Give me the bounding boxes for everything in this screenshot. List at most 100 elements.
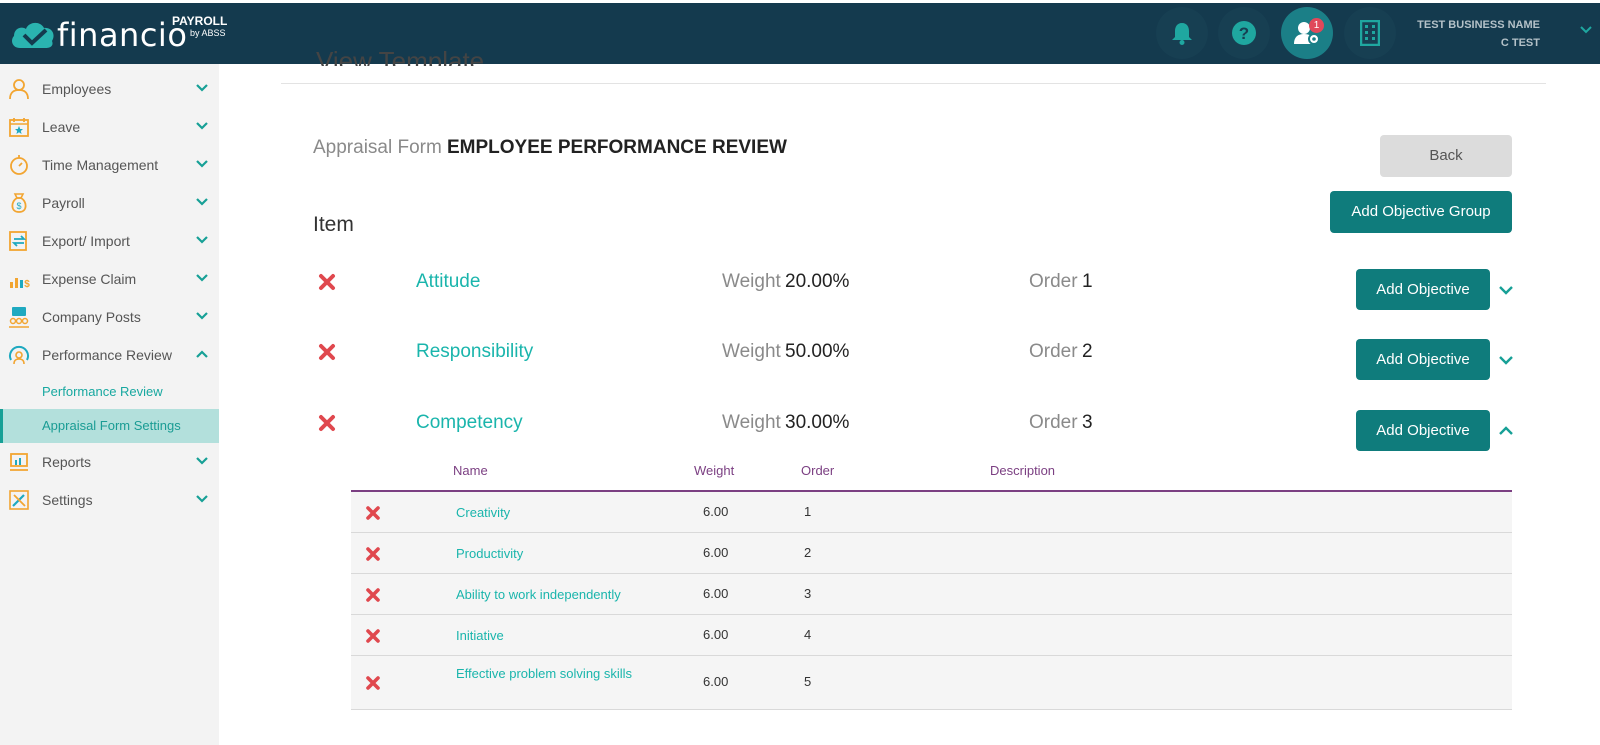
cloud-logo-icon	[12, 22, 54, 48]
weight-label: Weight	[722, 412, 781, 433]
chevron-up-icon	[196, 350, 208, 358]
table-header-divider	[351, 490, 1512, 492]
add-objective-button[interactable]: Add Objective	[1356, 410, 1490, 451]
objective-order: 2	[804, 545, 812, 560]
settings-tools-icon	[9, 490, 29, 510]
form-name: EMPLOYEE PERFORMANCE REVIEW	[447, 137, 787, 158]
objective-order: 4	[804, 627, 812, 642]
company-button[interactable]	[1344, 7, 1396, 59]
table-row: Initiative 6.00 4	[351, 615, 1512, 656]
sidebar-item-leave[interactable]: Leave	[0, 108, 219, 146]
sidebar-item-label: Leave	[42, 119, 81, 135]
chevron-down-icon	[196, 457, 208, 465]
add-objective-button[interactable]: Add Objective	[1356, 269, 1490, 310]
business-info[interactable]: TEST BUSINESS NAME C TEST	[1417, 16, 1540, 52]
objective-group-name[interactable]: Attitude	[416, 271, 481, 292]
sidebar-item-settings[interactable]: Settings	[0, 481, 219, 519]
user-icon	[9, 79, 29, 100]
group-order-value: 2	[1082, 341, 1093, 362]
order-label: Order	[1029, 341, 1078, 362]
sidebar-subitem-appraisal-form-settings[interactable]: Appraisal Form Settings	[0, 409, 219, 443]
group-order-value: 1	[1082, 271, 1093, 292]
objective-group-name[interactable]: Competency	[416, 412, 523, 433]
add-objective-button[interactable]: Add Objective	[1356, 339, 1490, 380]
objective-order: 5	[804, 674, 812, 689]
sidebar-subitem-performance-review[interactable]: Performance Review	[0, 375, 219, 409]
chevron-down-icon	[196, 122, 208, 130]
export-import-icon	[9, 231, 27, 251]
logo-payroll: PAYROLL	[172, 14, 228, 28]
expense-chart-icon: $	[10, 278, 30, 290]
objective-name[interactable]: Creativity	[456, 505, 511, 520]
add-objective-group-button[interactable]: Add Objective Group	[1330, 191, 1512, 233]
sidebar-item-company-posts[interactable]: Company Posts	[0, 298, 219, 336]
column-header-name: Name	[453, 463, 488, 478]
group-weight-value: 50.00%	[785, 341, 850, 362]
user-gear-icon	[1294, 22, 1320, 45]
objective-name[interactable]: Effective problem solving skills	[456, 666, 633, 681]
objective-group-name[interactable]: Responsibility	[416, 341, 534, 362]
table-row: Creativity 6.00 1	[351, 492, 1512, 533]
help-button[interactable]: ?	[1218, 7, 1270, 59]
column-header-description: Description	[990, 463, 1056, 478]
page-title: View Template	[316, 46, 485, 66]
chevron-down-icon[interactable]	[1499, 355, 1513, 365]
svg-text:$: $	[24, 279, 30, 290]
sidebar-item-export-import[interactable]: Export/ Import	[0, 222, 219, 260]
objective-name[interactable]: Ability to work independently	[456, 587, 621, 602]
chevron-up-icon[interactable]	[1499, 426, 1513, 436]
question-icon: ?	[1232, 21, 1256, 45]
sidebar-item-payroll[interactable]: $ Payroll	[0, 184, 219, 222]
sidebar-item-label: Performance Review	[42, 347, 172, 363]
chevron-down-icon	[196, 160, 208, 168]
delete-icon[interactable]	[318, 414, 336, 432]
sidebar-subitem-label: Performance Review	[42, 384, 163, 399]
svg-text:?: ?	[1239, 24, 1249, 43]
weight-label: Weight	[722, 271, 781, 292]
top-header: financio PAYROLL by ABSS ? 1 T	[0, 0, 1600, 64]
notifications-button[interactable]	[1156, 7, 1208, 59]
chevron-down-icon	[196, 312, 208, 320]
chevron-down-icon	[196, 274, 208, 282]
delete-icon[interactable]	[318, 343, 336, 361]
notification-badge: 1	[1309, 18, 1324, 33]
objective-order: 3	[804, 586, 812, 601]
logo-by: by ABSS	[190, 28, 226, 38]
objective-name[interactable]: Initiative	[456, 628, 504, 643]
back-button[interactable]: Back	[1380, 135, 1512, 177]
objective-weight: 6.00	[703, 674, 729, 689]
sidebar-item-performance-review[interactable]: Performance Review	[0, 336, 219, 374]
money-bag-icon: $	[11, 193, 27, 213]
objective-weight: 6.00	[703, 545, 729, 560]
delete-icon[interactable]	[365, 546, 381, 562]
sidebar-item-time-management[interactable]: Time Management	[0, 146, 219, 184]
delete-icon[interactable]	[365, 628, 381, 644]
reports-icon	[10, 453, 28, 471]
objective-weight: 6.00	[703, 504, 729, 519]
user-settings-button[interactable]: 1	[1281, 7, 1333, 59]
weight-label: Weight	[722, 341, 781, 362]
objective-name[interactable]: Productivity	[456, 546, 524, 561]
delete-icon[interactable]	[318, 273, 336, 291]
delete-icon[interactable]	[365, 587, 381, 603]
objective-weight: 6.00	[703, 627, 729, 642]
table-row: Productivity 6.00 2	[351, 533, 1512, 574]
delete-icon[interactable]	[365, 505, 381, 521]
company-posts-icon	[9, 307, 29, 328]
sidebar-item-label: Time Management	[42, 157, 159, 173]
sidebar-item-label: Expense Claim	[42, 271, 137, 287]
chevron-down-icon[interactable]	[1580, 26, 1592, 34]
objective-order: 1	[804, 504, 812, 519]
user-name: C TEST	[1500, 37, 1540, 49]
chevron-down-icon	[196, 198, 208, 206]
delete-icon[interactable]	[365, 675, 381, 691]
sidebar-subitem-label: Appraisal Form Settings	[42, 418, 181, 433]
chevron-down-icon[interactable]	[1499, 285, 1513, 295]
item-heading: Item	[313, 213, 354, 236]
sidebar-item-employees[interactable]: Employees	[0, 70, 219, 108]
sidebar-item-reports[interactable]: Reports	[0, 443, 219, 481]
calendar-icon	[9, 118, 29, 137]
sidebar-item-expense-claim[interactable]: $ Expense Claim	[0, 260, 219, 298]
group-weight-value: 30.00%	[785, 412, 850, 433]
financio-logo[interactable]: financio PAYROLL by ABSS	[10, 14, 230, 54]
